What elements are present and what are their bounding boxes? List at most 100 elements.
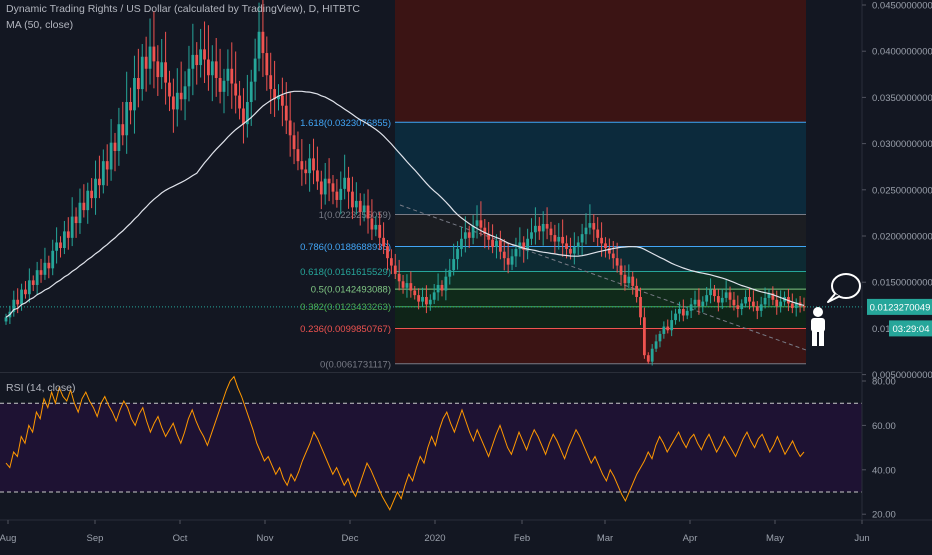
price-axis: 0.0450000000 0.0400000000 0.0350000000 0.03… <box>861 0 932 521</box>
candle <box>358 193 362 226</box>
person-body <box>811 318 825 332</box>
candle-body <box>4 317 8 322</box>
candle-body <box>140 56 144 90</box>
time-axis: Aug Sep Oct Nov Dec 2020 Feb Mar Apr May Jun <box>0 519 932 544</box>
rsi-tick-label: 60.00 <box>872 421 896 432</box>
candle-body <box>709 289 712 296</box>
ma-indicator-label[interactable]: MA (50, close) <box>6 19 74 31</box>
candle <box>31 275 35 292</box>
candle <box>705 286 709 306</box>
candle <box>27 268 31 303</box>
candle <box>24 281 27 299</box>
candle <box>351 176 354 220</box>
candle-body <box>514 248 518 257</box>
candle-body <box>117 124 121 151</box>
candle-body <box>744 296 748 304</box>
candle-body <box>779 301 783 307</box>
fib-level-label: 1.618(0.0323076855) <box>300 118 391 129</box>
candle <box>168 70 171 112</box>
candle-body <box>674 313 677 321</box>
time-tick-label: Aug <box>0 533 16 544</box>
candle <box>444 268 448 301</box>
time-tick-label: Mar <box>597 533 613 544</box>
candle-body <box>144 56 148 69</box>
candle-body <box>561 236 565 244</box>
candle-body <box>175 92 179 110</box>
candle-body <box>623 274 627 284</box>
person-head <box>813 307 823 317</box>
candle <box>144 36 148 92</box>
candle <box>121 101 125 146</box>
rsi-indicator-label[interactable]: RSI (14, close) <box>6 382 76 394</box>
candle-body <box>12 299 16 312</box>
candle-body <box>728 292 732 300</box>
candle-body <box>584 227 588 235</box>
candle-body <box>238 95 241 109</box>
candle <box>136 48 140 108</box>
candle <box>339 171 343 215</box>
fib-zones <box>395 0 806 364</box>
candle <box>666 319 670 334</box>
candle <box>129 87 132 125</box>
candle <box>452 243 456 276</box>
candle-body <box>207 59 210 76</box>
candle <box>12 290 16 317</box>
candle-body <box>716 296 720 303</box>
candle-body <box>553 235 557 242</box>
candle <box>530 218 533 246</box>
candle <box>498 230 502 260</box>
candle <box>537 217 541 240</box>
price-tick-label: 0.0200000000 <box>872 232 932 243</box>
candle <box>794 298 798 317</box>
fib-level-label: 0(0.0061731117) <box>320 359 391 370</box>
candle <box>378 212 382 250</box>
candle-body <box>168 82 171 97</box>
candle-body <box>460 238 463 249</box>
candle-body <box>136 77 140 90</box>
candle <box>171 78 175 133</box>
price-tick-label: 0.0300000000 <box>872 139 932 150</box>
candle <box>386 240 389 271</box>
candle <box>619 258 623 286</box>
candle <box>623 265 627 291</box>
candle <box>561 219 565 257</box>
candle-body <box>541 223 545 232</box>
candle-body <box>413 290 417 296</box>
fib-zone-1618 <box>395 122 806 215</box>
candle-body <box>409 283 413 291</box>
candle <box>409 271 413 298</box>
candle-body <box>389 258 393 266</box>
countdown-label: 03:29:04 <box>893 324 930 335</box>
candle-body <box>518 242 522 249</box>
candle-body <box>261 31 265 54</box>
candle <box>66 217 70 250</box>
candle <box>643 307 646 359</box>
candle <box>175 68 179 127</box>
candle-body <box>24 289 27 295</box>
candle <box>238 80 241 120</box>
candle-body <box>425 296 428 305</box>
candle <box>584 213 588 245</box>
candle-body <box>354 200 358 208</box>
fib-level-label: 0.618(0.0161615529) <box>300 267 391 278</box>
candle-body <box>615 258 619 266</box>
candle <box>639 287 642 326</box>
candle-body <box>588 223 592 228</box>
candle-body <box>98 178 101 186</box>
candle <box>331 175 335 205</box>
candle-body <box>358 200 362 212</box>
candle-body <box>596 229 600 238</box>
candle-body <box>751 301 755 307</box>
candle-body <box>775 299 779 307</box>
candle-body <box>203 49 206 60</box>
candle-body <box>242 108 245 125</box>
candle <box>20 283 23 311</box>
candle-body <box>397 273 401 282</box>
candle-body <box>90 190 94 199</box>
candle <box>312 138 315 185</box>
candle-body <box>537 225 541 232</box>
ma-line <box>5 90 805 318</box>
candle <box>269 52 273 114</box>
